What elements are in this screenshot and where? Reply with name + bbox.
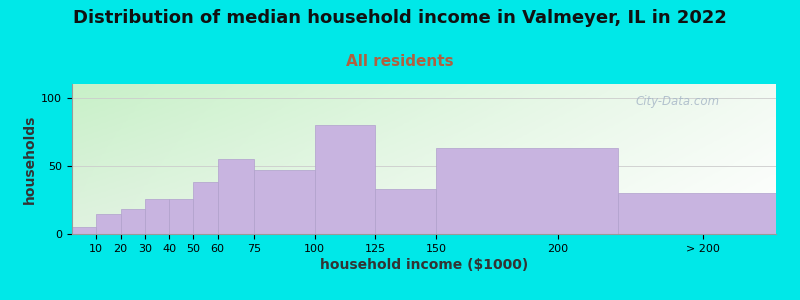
Bar xyxy=(194,182,218,234)
Text: City-Data.com: City-Data.com xyxy=(635,94,719,107)
Bar xyxy=(169,199,194,234)
Bar xyxy=(314,125,375,234)
Bar xyxy=(375,189,436,234)
X-axis label: household income ($1000): household income ($1000) xyxy=(320,258,528,272)
Bar xyxy=(218,159,254,234)
Y-axis label: households: households xyxy=(23,114,37,204)
Bar xyxy=(121,209,145,234)
Bar xyxy=(436,148,618,234)
Bar xyxy=(96,214,121,234)
Bar xyxy=(254,170,314,234)
Text: All residents: All residents xyxy=(346,54,454,69)
Bar xyxy=(145,199,169,234)
Text: Distribution of median household income in Valmeyer, IL in 2022: Distribution of median household income … xyxy=(73,9,727,27)
Bar xyxy=(72,227,96,234)
Bar xyxy=(618,193,776,234)
